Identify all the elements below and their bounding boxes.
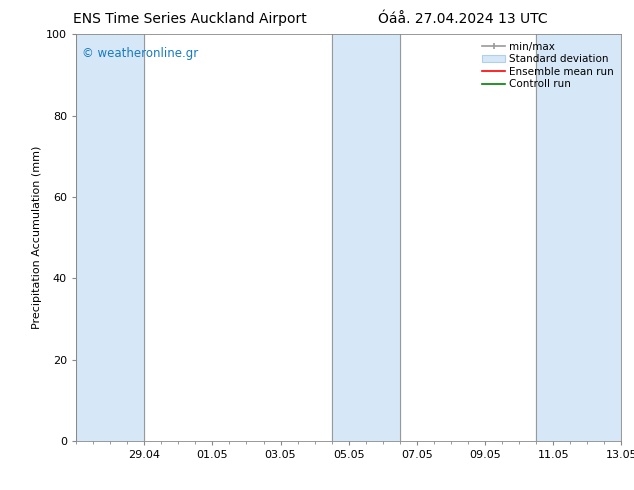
Text: ENS Time Series Auckland Airport: ENS Time Series Auckland Airport <box>74 12 307 26</box>
Text: Óáå. 27.04.2024 13 UTC: Óáå. 27.04.2024 13 UTC <box>378 12 548 26</box>
Bar <box>76 34 144 441</box>
Bar <box>332 34 400 441</box>
Y-axis label: Precipitation Accumulation (mm): Precipitation Accumulation (mm) <box>32 146 42 329</box>
Text: © weatheronline.gr: © weatheronline.gr <box>82 47 198 59</box>
Bar <box>536 34 621 441</box>
Legend: min/max, Standard deviation, Ensemble mean run, Controll run: min/max, Standard deviation, Ensemble me… <box>480 40 616 92</box>
